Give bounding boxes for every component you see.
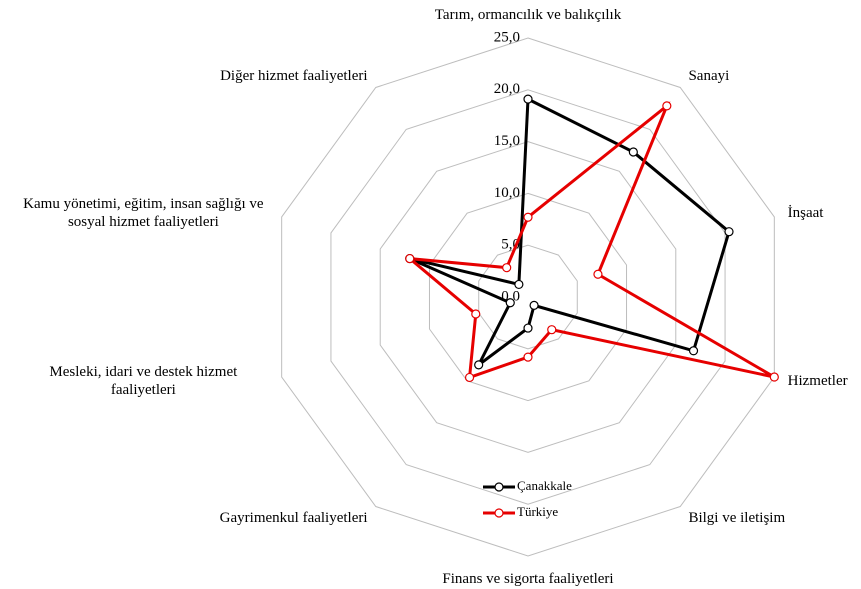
series-line: [405, 101, 776, 380]
category-label: Tarım, ormancılık ve balıkçılık: [434, 7, 622, 23]
category-label: Kamu yönetimi, eğitim, insan sağlığı ve …: [23, 195, 264, 230]
category-label: Gayrimenkul faaliyetleri: [219, 509, 368, 526]
series-marker: [405, 253, 415, 264]
series-marker: [769, 372, 779, 382]
series-marker: [505, 298, 515, 308]
r-tick-label: 15,0: [494, 133, 520, 149]
category-label: Mesleki, idari ve destek hizmet faaliyet…: [49, 364, 238, 399]
grid-ring: [281, 37, 775, 557]
grid-ring: [379, 141, 677, 453]
grid-ring: [478, 244, 578, 350]
series-marker: [593, 269, 603, 279]
category-label: Bilgi ve iletişim: [688, 509, 786, 526]
series-marker: [529, 300, 539, 310]
series-marker: [523, 212, 533, 222]
category-label: Hizmetler: [787, 373, 848, 390]
series-marker: [547, 325, 557, 335]
series-marker: [662, 101, 672, 111]
series-marker: [523, 94, 533, 104]
series-marker: [628, 147, 638, 157]
category-label: Sanayi: [688, 68, 730, 85]
grid-ring: [428, 192, 628, 402]
legend-label: Çanakkale: [517, 478, 572, 493]
series-marker: [724, 227, 734, 237]
legend-label: Türkiye: [517, 504, 558, 519]
series-line: [409, 96, 731, 367]
grid-ring: [330, 89, 726, 505]
category-label: Diğer hizmet faaliyetleri: [220, 68, 368, 85]
series-marker: [523, 323, 533, 333]
series-marker: [523, 352, 533, 362]
series-marker: [464, 372, 475, 383]
category-label: İnşaat: [787, 204, 824, 221]
r-tick-label: 25,0: [494, 29, 520, 45]
series-marker: [688, 346, 699, 356]
r-tick-label: 20,0: [494, 81, 520, 97]
series-marker: [514, 279, 524, 290]
series-marker: [471, 309, 481, 319]
legend-marker: [494, 482, 504, 492]
r-tick-label: 10,0: [494, 185, 520, 201]
legend-marker: [494, 508, 504, 518]
series-marker: [502, 263, 512, 273]
category-label: Finans ve sigorta faaliyetleri: [442, 571, 614, 587]
series-marker: [474, 360, 484, 370]
